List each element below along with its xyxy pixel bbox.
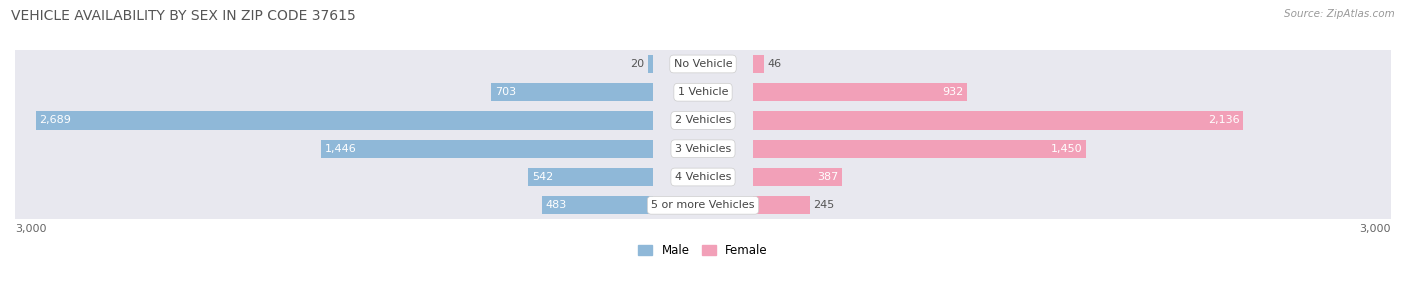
- Text: 932: 932: [942, 87, 963, 97]
- Bar: [15, 50, 1391, 78]
- Text: 3,000: 3,000: [15, 224, 46, 234]
- Bar: [529, 168, 652, 186]
- Text: 5 or more Vehicles: 5 or more Vehicles: [651, 200, 755, 210]
- Text: 1 Vehicle: 1 Vehicle: [678, 87, 728, 97]
- Bar: [15, 78, 1391, 106]
- Text: 3,000: 3,000: [1360, 224, 1391, 234]
- Text: No Vehicle: No Vehicle: [673, 59, 733, 69]
- Bar: [754, 168, 842, 186]
- Text: 1,450: 1,450: [1050, 144, 1083, 154]
- Text: 245: 245: [813, 200, 834, 210]
- Legend: Male, Female: Male, Female: [638, 244, 768, 257]
- Bar: [754, 196, 810, 215]
- Text: 2 Vehicles: 2 Vehicles: [675, 115, 731, 125]
- Text: Source: ZipAtlas.com: Source: ZipAtlas.com: [1284, 9, 1395, 19]
- Bar: [754, 111, 1243, 130]
- Text: VEHICLE AVAILABILITY BY SEX IN ZIP CODE 37615: VEHICLE AVAILABILITY BY SEX IN ZIP CODE …: [11, 9, 356, 23]
- Text: 4 Vehicles: 4 Vehicles: [675, 172, 731, 182]
- Bar: [541, 196, 652, 215]
- Bar: [15, 191, 1391, 219]
- Text: 387: 387: [817, 172, 839, 182]
- Text: 2,136: 2,136: [1208, 115, 1240, 125]
- Text: 1,446: 1,446: [325, 144, 356, 154]
- Bar: [15, 135, 1391, 163]
- Bar: [15, 163, 1391, 191]
- Text: 703: 703: [495, 87, 516, 97]
- Text: 20: 20: [630, 59, 644, 69]
- Text: 2,689: 2,689: [39, 115, 72, 125]
- Bar: [754, 83, 967, 101]
- Text: 46: 46: [768, 59, 782, 69]
- Bar: [491, 83, 652, 101]
- Bar: [754, 140, 1085, 158]
- Bar: [754, 55, 763, 73]
- Text: 542: 542: [531, 172, 553, 182]
- Bar: [321, 140, 652, 158]
- Bar: [15, 106, 1391, 135]
- Bar: [37, 111, 652, 130]
- Bar: [648, 55, 652, 73]
- Text: 3 Vehicles: 3 Vehicles: [675, 144, 731, 154]
- Text: 483: 483: [546, 200, 567, 210]
